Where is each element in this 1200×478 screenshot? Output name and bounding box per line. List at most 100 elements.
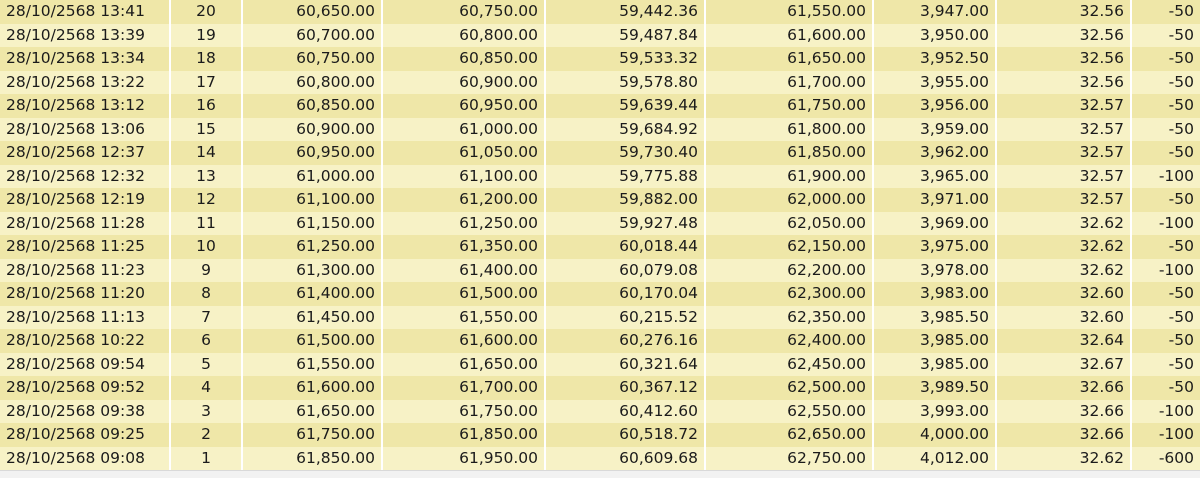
cell-value-2: 61,500.00 <box>382 282 546 306</box>
cell-value-5: 3,965.00 <box>873 164 997 188</box>
cell-value-3: 59,578.80 <box>545 70 706 94</box>
table-row[interactable]: 28/10/2568 13:12 16 60,850.00 60,950.00 59,6… <box>0 94 1200 118</box>
cell-value-2: 61,250.00 <box>382 211 546 235</box>
cell-value-3: 59,882.00 <box>545 188 706 212</box>
cell-value-4: 61,550.00 <box>705 0 874 24</box>
table-row[interactable]: 28/10/2568 09:54 5 61,550.00 61,650.00 60,32… <box>0 352 1200 376</box>
cell-sequence-number: 6 <box>170 329 243 353</box>
cell-value-1: 61,450.00 <box>242 305 383 329</box>
cell-value-2: 60,750.00 <box>382 0 546 24</box>
cell-value-5: 3,985.00 <box>873 329 997 353</box>
cell-value-7: -100 <box>1131 399 1200 423</box>
cell-value-3: 59,775.88 <box>545 164 706 188</box>
table-row[interactable]: 28/10/2568 13:06 15 60,900.00 61,000.00 59,6… <box>0 117 1200 141</box>
table-row[interactable]: 28/10/2568 11:13 7 61,450.00 61,550.00 60,21… <box>0 305 1200 329</box>
cell-value-6: 32.60 <box>996 282 1132 306</box>
cell-value-6: 32.56 <box>996 47 1132 71</box>
cell-sequence-number: 2 <box>170 423 243 447</box>
cell-value-3: 60,321.64 <box>545 352 706 376</box>
cell-value-6: 32.60 <box>996 305 1132 329</box>
table-row[interactable]: 28/10/2568 13:22 17 60,800.00 60,900.00 59,5… <box>0 70 1200 94</box>
table-row[interactable]: 28/10/2568 12:32 13 61,000.00 61,100.00 59,7… <box>0 164 1200 188</box>
cell-datetime: 28/10/2568 12:37 <box>0 141 171 165</box>
cell-value-7: -50 <box>1131 282 1200 306</box>
cell-sequence-number: 1 <box>170 446 243 470</box>
cell-value-6: 32.57 <box>996 188 1132 212</box>
table-row[interactable]: 28/10/2568 11:23 9 61,300.00 61,400.00 60,07… <box>0 258 1200 282</box>
cell-value-6: 32.64 <box>996 329 1132 353</box>
table-row[interactable]: 28/10/2568 13:34 18 60,750.00 60,850.00 59,5… <box>0 47 1200 71</box>
cell-value-4: 61,850.00 <box>705 141 874 165</box>
cell-value-5: 3,950.00 <box>873 23 997 47</box>
cell-datetime: 28/10/2568 09:38 <box>0 399 171 423</box>
cell-sequence-number: 20 <box>170 0 243 24</box>
cell-sequence-number: 8 <box>170 282 243 306</box>
cell-sequence-number: 18 <box>170 47 243 71</box>
cell-value-1: 60,650.00 <box>242 0 383 24</box>
cell-value-1: 61,400.00 <box>242 282 383 306</box>
cell-sequence-number: 11 <box>170 211 243 235</box>
table-row[interactable]: 28/10/2568 09:52 4 61,600.00 61,700.00 60,36… <box>0 376 1200 400</box>
cell-value-7: -50 <box>1131 235 1200 259</box>
cell-value-6: 32.56 <box>996 0 1132 24</box>
cell-value-2: 60,950.00 <box>382 94 546 118</box>
cell-value-2: 61,350.00 <box>382 235 546 259</box>
table-row[interactable]: 28/10/2568 09:08 1 61,850.00 61,950.00 60,60… <box>0 446 1200 470</box>
cell-value-4: 61,800.00 <box>705 117 874 141</box>
cell-value-1: 60,700.00 <box>242 23 383 47</box>
cell-value-2: 61,200.00 <box>382 188 546 212</box>
cell-value-2: 61,650.00 <box>382 352 546 376</box>
cell-value-2: 61,950.00 <box>382 446 546 470</box>
cell-value-7: -50 <box>1131 329 1200 353</box>
cell-value-5: 3,959.00 <box>873 117 997 141</box>
cell-value-7: -50 <box>1131 141 1200 165</box>
cell-value-3: 59,442.36 <box>545 0 706 24</box>
cell-value-1: 61,100.00 <box>242 188 383 212</box>
cell-value-1: 61,300.00 <box>242 258 383 282</box>
table-row[interactable]: 28/10/2568 10:22 6 61,500.00 61,600.00 60,27… <box>0 329 1200 353</box>
cell-value-5: 3,985.00 <box>873 352 997 376</box>
table-row[interactable]: 28/10/2568 13:41 20 60,650.00 60,750.00 59,4… <box>0 0 1200 24</box>
cell-value-1: 61,550.00 <box>242 352 383 376</box>
cell-value-7: -50 <box>1131 352 1200 376</box>
table-row[interactable]: 28/10/2568 11:28 11 61,150.00 61,250.00 59,9… <box>0 211 1200 235</box>
cell-value-5: 3,962.00 <box>873 141 997 165</box>
cell-value-7: -50 <box>1131 117 1200 141</box>
cell-value-4: 62,500.00 <box>705 376 874 400</box>
cell-value-7: -50 <box>1131 94 1200 118</box>
table-row[interactable]: 28/10/2568 13:39 19 60,700.00 60,800.00 59,4… <box>0 23 1200 47</box>
table-row[interactable]: 28/10/2568 12:37 14 60,950.00 61,050.00 59,7… <box>0 141 1200 165</box>
cell-value-1: 61,000.00 <box>242 164 383 188</box>
cell-value-5: 3,993.00 <box>873 399 997 423</box>
cell-datetime: 28/10/2568 13:34 <box>0 47 171 71</box>
cell-value-7: -100 <box>1131 211 1200 235</box>
cell-datetime: 28/10/2568 13:22 <box>0 70 171 94</box>
cell-value-4: 62,650.00 <box>705 423 874 447</box>
cell-value-6: 32.62 <box>996 235 1132 259</box>
table-row[interactable]: 28/10/2568 09:25 2 61,750.00 61,850.00 60,51… <box>0 423 1200 447</box>
cell-value-5: 3,971.00 <box>873 188 997 212</box>
cell-value-1: 60,900.00 <box>242 117 383 141</box>
cell-value-7: -100 <box>1131 164 1200 188</box>
table-row[interactable]: 28/10/2568 11:25 10 61,250.00 61,350.00 60,0… <box>0 235 1200 259</box>
table-row[interactable]: 28/10/2568 12:19 12 61,100.00 61,200.00 59,8… <box>0 188 1200 212</box>
table-row[interactable]: 28/10/2568 11:20 8 61,400.00 61,500.00 60,17… <box>0 282 1200 306</box>
cell-value-6: 32.57 <box>996 164 1132 188</box>
cell-value-6: 32.56 <box>996 70 1132 94</box>
cell-sequence-number: 16 <box>170 94 243 118</box>
cell-value-4: 62,300.00 <box>705 282 874 306</box>
cell-sequence-number: 4 <box>170 376 243 400</box>
cell-value-1: 61,650.00 <box>242 399 383 423</box>
cell-value-7: -50 <box>1131 70 1200 94</box>
cell-value-5: 3,983.00 <box>873 282 997 306</box>
cell-value-6: 32.66 <box>996 399 1132 423</box>
cell-value-5: 3,989.50 <box>873 376 997 400</box>
cell-datetime: 28/10/2568 13:39 <box>0 23 171 47</box>
cell-value-5: 3,969.00 <box>873 211 997 235</box>
cell-sequence-number: 3 <box>170 399 243 423</box>
cell-datetime: 28/10/2568 09:54 <box>0 352 171 376</box>
table-row[interactable]: 28/10/2568 09:38 3 61,650.00 61,750.00 60,41… <box>0 399 1200 423</box>
cell-value-3: 60,170.04 <box>545 282 706 306</box>
cell-datetime: 28/10/2568 11:20 <box>0 282 171 306</box>
cell-value-5: 3,985.50 <box>873 305 997 329</box>
